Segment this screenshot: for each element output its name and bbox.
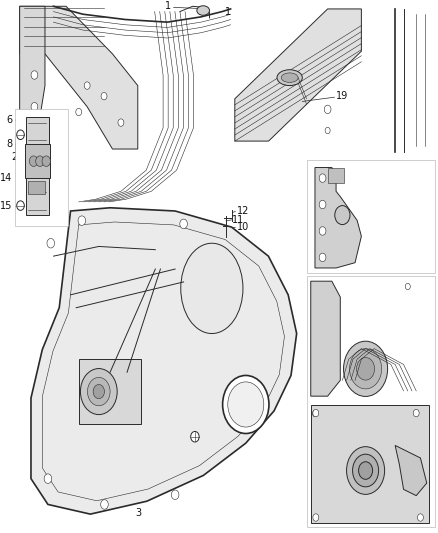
Circle shape bbox=[31, 102, 38, 111]
Bar bbox=[307, 276, 435, 527]
Circle shape bbox=[335, 206, 350, 224]
Circle shape bbox=[350, 349, 381, 389]
Polygon shape bbox=[235, 9, 361, 141]
Circle shape bbox=[319, 174, 326, 182]
Circle shape bbox=[228, 382, 264, 427]
Text: 3: 3 bbox=[135, 508, 141, 518]
Circle shape bbox=[76, 108, 81, 116]
Circle shape bbox=[319, 227, 326, 235]
Circle shape bbox=[88, 377, 110, 406]
Circle shape bbox=[346, 447, 385, 495]
Circle shape bbox=[42, 156, 50, 166]
Circle shape bbox=[47, 238, 55, 248]
Circle shape bbox=[35, 156, 44, 166]
Circle shape bbox=[93, 384, 104, 399]
Circle shape bbox=[44, 474, 52, 483]
Circle shape bbox=[357, 358, 374, 380]
Bar bbox=[20, 4, 230, 202]
Circle shape bbox=[319, 200, 326, 209]
Circle shape bbox=[324, 105, 331, 114]
Circle shape bbox=[101, 92, 107, 100]
Ellipse shape bbox=[277, 70, 302, 86]
Bar bbox=[79, 359, 141, 424]
Circle shape bbox=[312, 410, 318, 417]
Bar bbox=[328, 167, 345, 183]
Polygon shape bbox=[31, 208, 297, 514]
Bar bbox=[25, 144, 50, 178]
Text: 19: 19 bbox=[336, 91, 348, 101]
Circle shape bbox=[417, 514, 424, 521]
Text: 1: 1 bbox=[166, 1, 172, 11]
Text: 10: 10 bbox=[237, 222, 249, 232]
Circle shape bbox=[17, 201, 24, 211]
Text: 6: 6 bbox=[7, 115, 13, 125]
Circle shape bbox=[29, 156, 38, 166]
Text: 14: 14 bbox=[0, 173, 13, 183]
Bar bbox=[26, 117, 49, 215]
Text: 4: 4 bbox=[328, 515, 334, 526]
Circle shape bbox=[413, 409, 419, 417]
Circle shape bbox=[359, 462, 373, 479]
Circle shape bbox=[31, 71, 38, 79]
Circle shape bbox=[171, 490, 179, 499]
Polygon shape bbox=[315, 167, 361, 268]
Circle shape bbox=[17, 130, 24, 140]
Text: 9: 9 bbox=[96, 236, 102, 246]
Polygon shape bbox=[311, 281, 340, 396]
Circle shape bbox=[343, 341, 388, 397]
Bar bbox=[235, 9, 433, 152]
Bar bbox=[307, 159, 435, 273]
Ellipse shape bbox=[281, 73, 298, 83]
Text: 8: 8 bbox=[7, 139, 13, 149]
Text: 2: 2 bbox=[11, 152, 18, 162]
Text: 17: 17 bbox=[421, 402, 433, 412]
Ellipse shape bbox=[181, 243, 243, 334]
Circle shape bbox=[313, 514, 319, 521]
Text: 5: 5 bbox=[425, 206, 431, 216]
Circle shape bbox=[353, 454, 378, 487]
Text: 18: 18 bbox=[202, 432, 215, 442]
Text: 16: 16 bbox=[421, 341, 433, 351]
Circle shape bbox=[325, 127, 330, 134]
Circle shape bbox=[81, 368, 117, 415]
Ellipse shape bbox=[197, 6, 209, 15]
Text: 7: 7 bbox=[258, 399, 264, 409]
Polygon shape bbox=[20, 6, 45, 139]
Circle shape bbox=[191, 431, 199, 442]
Circle shape bbox=[118, 119, 124, 126]
Circle shape bbox=[319, 253, 326, 262]
Circle shape bbox=[180, 219, 187, 229]
Circle shape bbox=[405, 284, 410, 289]
Bar bbox=[15, 109, 68, 225]
Text: 12: 12 bbox=[237, 206, 249, 216]
Circle shape bbox=[78, 216, 86, 225]
Circle shape bbox=[84, 82, 90, 90]
Polygon shape bbox=[395, 446, 427, 496]
Text: 15: 15 bbox=[0, 200, 13, 211]
Bar bbox=[28, 181, 45, 194]
Polygon shape bbox=[20, 6, 138, 149]
Circle shape bbox=[223, 375, 269, 433]
Text: 1: 1 bbox=[224, 6, 230, 17]
Circle shape bbox=[101, 499, 108, 509]
Circle shape bbox=[313, 409, 319, 417]
Text: 11: 11 bbox=[232, 215, 244, 225]
Bar bbox=[311, 405, 429, 523]
